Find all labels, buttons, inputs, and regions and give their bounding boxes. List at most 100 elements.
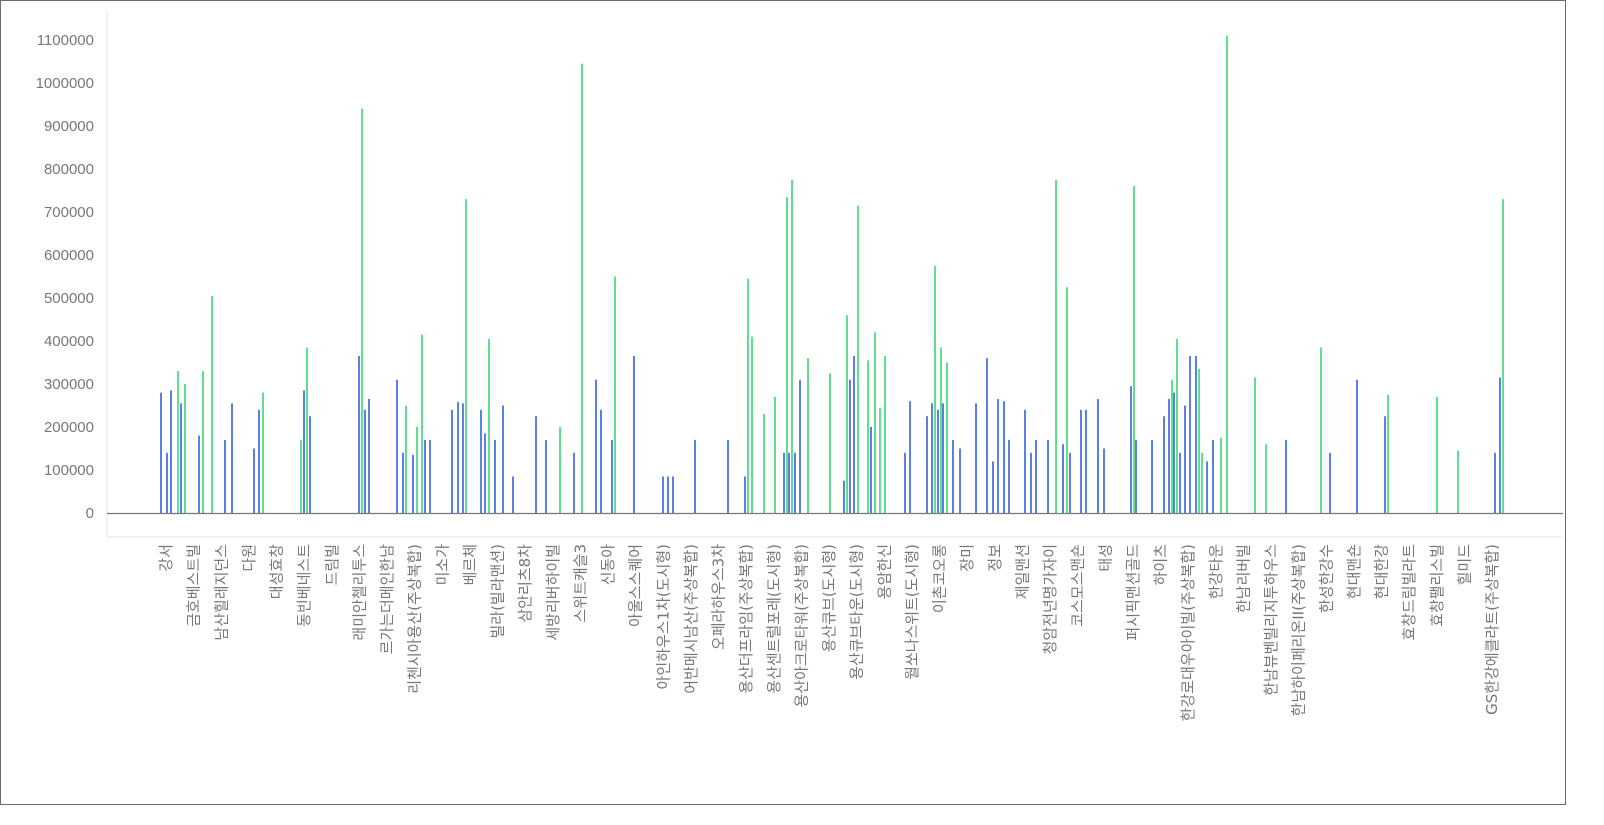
bar-blue (451, 409, 453, 513)
x-tick-label: 래미안첼리투스 (350, 544, 368, 641)
bar-blue (512, 476, 514, 513)
x-tick-label: 용산아크로타워(주상복합) (792, 544, 810, 708)
x-tick-label: 용산큐브타운(도시형) (848, 544, 866, 680)
bar-blue (843, 480, 845, 513)
bar-blue (396, 379, 398, 513)
x-tick-label: 삼안리츠8차 (516, 544, 534, 623)
x-tick-label: 동빈베네스트 (295, 544, 313, 627)
bar-blue (573, 452, 575, 513)
bar-blue (1024, 409, 1026, 513)
bar-blue (303, 390, 305, 513)
bar-green (807, 358, 809, 513)
bar-green (559, 427, 561, 513)
bar-green (405, 405, 407, 513)
x-tick-label: 한남리버빌 (1234, 544, 1252, 613)
bar-green (361, 108, 363, 514)
y-tick-label: 900000 (44, 118, 94, 135)
bar-green (747, 278, 749, 513)
x-tick-label: 현대맨숀 (1345, 544, 1363, 599)
x-tick-label: 힐미드 (1455, 544, 1473, 586)
bar-blue (952, 439, 954, 513)
bar-green (306, 347, 308, 513)
x-tick-label: 퍼시픽맨션골드 (1124, 544, 1142, 641)
x-tick-label: 대성효창 (268, 544, 286, 599)
x-tick-label: 드림빌 (323, 544, 341, 585)
bar-blue (364, 409, 366, 513)
bar-green (857, 205, 859, 514)
bar-green (786, 196, 788, 513)
bar-blue (1356, 379, 1358, 513)
x-tick-label: 다원 (240, 544, 258, 572)
bar-blue (457, 402, 459, 513)
bar-green (1171, 379, 1173, 513)
bar-blue (1080, 409, 1082, 513)
bar-green (421, 334, 423, 513)
bar-blue (662, 476, 664, 513)
x-tick-label: 용산큐브(도시형) (820, 544, 838, 652)
bar-blue (595, 379, 597, 513)
bar-blue (1130, 386, 1132, 513)
bar-green (184, 384, 186, 513)
x-tick-label: 이촌코오롱 (931, 544, 949, 613)
bar-blue (1135, 439, 1137, 513)
bar-blue (1499, 377, 1501, 513)
x-tick-label: 현대한강 (1373, 544, 1391, 599)
bar-blue (600, 409, 602, 513)
bar-green (1226, 35, 1228, 513)
bar-blue (224, 439, 226, 513)
bar-blue (794, 452, 796, 513)
bar-blue (783, 452, 785, 513)
bar-blue (231, 403, 233, 513)
y-tick-label: 600000 (44, 247, 94, 264)
y-tick-label: 1100000 (37, 32, 94, 49)
bar-blue (986, 358, 988, 513)
x-tick-label: 제일맨션 (1013, 544, 1031, 599)
bar-blue (727, 439, 729, 513)
y-tick-label: 100000 (44, 462, 94, 479)
bar-green (1265, 444, 1267, 513)
x-tick-label: 오페라하우스3차 (710, 544, 728, 650)
bar-green (465, 199, 467, 513)
bar-green (614, 276, 616, 513)
bar-green (867, 360, 869, 513)
x-tick-label: 청암전년명가자이 (1041, 544, 1059, 654)
bar-green (940, 347, 942, 513)
x-tick-label: 하이츠 (1152, 544, 1170, 586)
x-tick-label: 강서 (157, 544, 175, 572)
bar-blue (975, 403, 977, 513)
bar-blue (368, 399, 370, 513)
x-tick-label: 스위트캐슬3 (571, 544, 589, 623)
x-tick-label: 용산센트럴포레(도시형) (765, 544, 783, 694)
bar-blue (1062, 444, 1064, 513)
x-tick-label: 장미 (958, 544, 976, 572)
y-tick-label: 800000 (44, 161, 94, 178)
x-tick-label: 신동아 (599, 544, 617, 586)
bar-blue (253, 448, 255, 513)
bar-green (1220, 437, 1222, 513)
bar-blue (198, 435, 200, 513)
bar-blue (180, 403, 182, 513)
bar-blue (412, 454, 414, 513)
bar-green (874, 332, 876, 513)
bar-blue (672, 476, 674, 513)
bar-green (1502, 199, 1504, 513)
bar-blue (1085, 409, 1087, 513)
bar-blue (429, 439, 431, 513)
bar-green (763, 414, 765, 513)
bar-blue (1047, 439, 1049, 513)
x-tick-label: 남산힐레지던스 (212, 544, 230, 641)
bar-green (846, 315, 848, 513)
bar-green (774, 396, 776, 513)
bar-blue (1103, 448, 1105, 513)
y-tick-label: 500000 (44, 290, 94, 307)
bar-blue (502, 405, 504, 513)
y-tick-label: 200000 (44, 419, 94, 436)
bar-blue (309, 416, 311, 513)
x-tick-label: 리첸시아용산(주상복합) (406, 544, 424, 694)
bar-green (581, 63, 583, 514)
bar-blue (402, 452, 404, 513)
bar-green (1457, 450, 1459, 513)
x-tick-label: 월쏘나스위트(도시형) (903, 544, 921, 680)
bar-blue (694, 439, 696, 513)
bar-green (300, 439, 302, 513)
